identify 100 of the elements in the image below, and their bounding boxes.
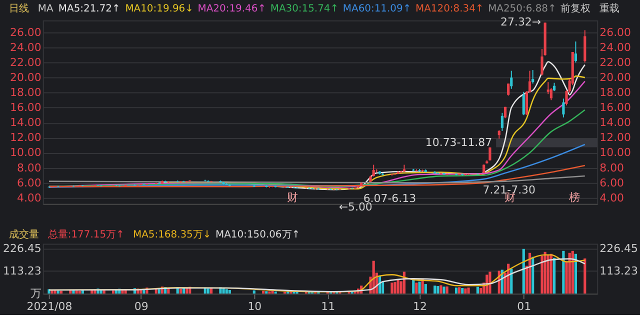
y2-tick-label: 4.00 bbox=[600, 191, 624, 204]
y-tick-label: 16.00 bbox=[10, 101, 42, 114]
y-tick-label: 18.00 bbox=[10, 86, 42, 100]
bar bbox=[571, 250, 574, 294]
bar bbox=[81, 290, 84, 294]
y2-tick-label: 20.00 bbox=[600, 71, 632, 84]
bar bbox=[415, 282, 418, 294]
bar bbox=[396, 280, 400, 294]
candlestick bbox=[522, 91, 525, 116]
x-tick-label: 11 bbox=[321, 300, 336, 314]
y2-tick-label: 113.23 bbox=[600, 264, 638, 278]
bar bbox=[390, 282, 394, 294]
y-tick-label: 4.00 bbox=[16, 191, 42, 204]
bar bbox=[206, 288, 210, 294]
bar bbox=[268, 291, 271, 294]
candlestick bbox=[488, 146, 492, 162]
line-series bbox=[48, 175, 586, 184]
bar bbox=[102, 290, 106, 294]
bar bbox=[522, 248, 525, 294]
y-tick-label: 万 bbox=[30, 287, 42, 300]
bar bbox=[75, 290, 78, 294]
chart-title: 日线 bbox=[8, 2, 29, 14]
text: 总量:177.15万↑ bbox=[46, 228, 124, 241]
bar bbox=[467, 288, 470, 294]
bar bbox=[418, 282, 421, 294]
annotation: 财 bbox=[286, 190, 298, 204]
y2-tick-label: 26.00 bbox=[600, 26, 632, 39]
y-tick-label: 8.00 bbox=[16, 161, 42, 174]
bar bbox=[179, 288, 182, 294]
y2-tick-label: 14.00 bbox=[600, 116, 632, 130]
candlestick bbox=[562, 98, 565, 118]
bar bbox=[434, 286, 436, 294]
bar bbox=[552, 258, 556, 294]
bar bbox=[458, 287, 461, 294]
bar bbox=[446, 286, 448, 294]
bar bbox=[584, 258, 586, 294]
bar bbox=[56, 290, 60, 294]
y2-tick-label: 6.00 bbox=[600, 176, 624, 190]
y-tick-label: 113.23 bbox=[3, 264, 42, 278]
band-label: 10.73-11.87 bbox=[425, 136, 492, 149]
text: MA5:21.72↑ bbox=[58, 3, 120, 14]
x-tick-label: 01 bbox=[517, 300, 532, 314]
bar bbox=[488, 272, 492, 294]
bar bbox=[454, 288, 458, 294]
text: MA250:6.88↑ bbox=[488, 3, 556, 14]
y-tick-label: 24.00 bbox=[10, 40, 42, 54]
y2-tick-label: 18.00 bbox=[600, 86, 632, 100]
text: MA30:15.74↑ bbox=[270, 3, 339, 14]
bar bbox=[540, 256, 544, 294]
bar bbox=[464, 288, 467, 294]
bar bbox=[528, 252, 532, 294]
x-tick-label: 12 bbox=[413, 300, 427, 314]
bar bbox=[225, 289, 228, 294]
bar bbox=[424, 284, 427, 294]
text: 前复权 bbox=[560, 2, 591, 14]
y-tick-label: 26.00 bbox=[10, 26, 42, 39]
bar bbox=[54, 290, 56, 294]
candlestick bbox=[532, 70, 534, 84]
y2-tick-label: 226.45 bbox=[600, 242, 638, 256]
text: MA10:19.96↓ bbox=[125, 3, 194, 14]
candlestick bbox=[510, 70, 513, 90]
bar bbox=[436, 286, 440, 294]
bar bbox=[440, 285, 442, 294]
bar bbox=[228, 290, 231, 294]
y-tick-label: 10.00 bbox=[10, 146, 42, 160]
bar bbox=[265, 291, 268, 294]
bar bbox=[176, 288, 179, 294]
y-tick-label: 6.00 bbox=[16, 176, 42, 190]
bar bbox=[461, 288, 464, 294]
y2-tick-label: 16.00 bbox=[600, 101, 632, 114]
bar bbox=[271, 290, 274, 294]
y-tick-label: 14.00 bbox=[10, 116, 42, 130]
text: MA20:19.46↑ bbox=[198, 3, 266, 14]
x-tick-label: 2021/08 bbox=[26, 300, 72, 314]
bar bbox=[394, 282, 396, 294]
y-tick-label: 12.00 bbox=[10, 131, 42, 144]
x-tick-label: 09 bbox=[134, 300, 148, 314]
y2-tick-label: 10.00 bbox=[600, 146, 632, 160]
bar bbox=[442, 286, 446, 294]
y2-tick-label: 24.00 bbox=[600, 40, 632, 54]
annotation: 榜 bbox=[568, 190, 580, 204]
y2-tick-label: 22.00 bbox=[600, 56, 632, 70]
bar bbox=[252, 290, 256, 294]
candlestick bbox=[507, 83, 510, 96]
text: MA bbox=[38, 3, 54, 14]
candlestick bbox=[500, 112, 504, 132]
text: MA60:11.09↑ bbox=[342, 3, 412, 14]
bar bbox=[476, 286, 479, 294]
text: 重载 bbox=[600, 2, 620, 14]
bar bbox=[544, 252, 546, 294]
bar bbox=[562, 250, 565, 294]
y-tick-label: 226.45 bbox=[3, 242, 42, 256]
chart-title: 成交量 bbox=[8, 228, 39, 241]
bar bbox=[112, 290, 115, 294]
y2-tick-label: 8.00 bbox=[600, 161, 624, 174]
y2-tick-label: 12.00 bbox=[600, 131, 632, 144]
annotation: 27.32→ bbox=[500, 16, 542, 29]
y-tick-label: 20.00 bbox=[10, 71, 42, 84]
bar bbox=[546, 254, 550, 294]
candlestick bbox=[574, 40, 577, 64]
